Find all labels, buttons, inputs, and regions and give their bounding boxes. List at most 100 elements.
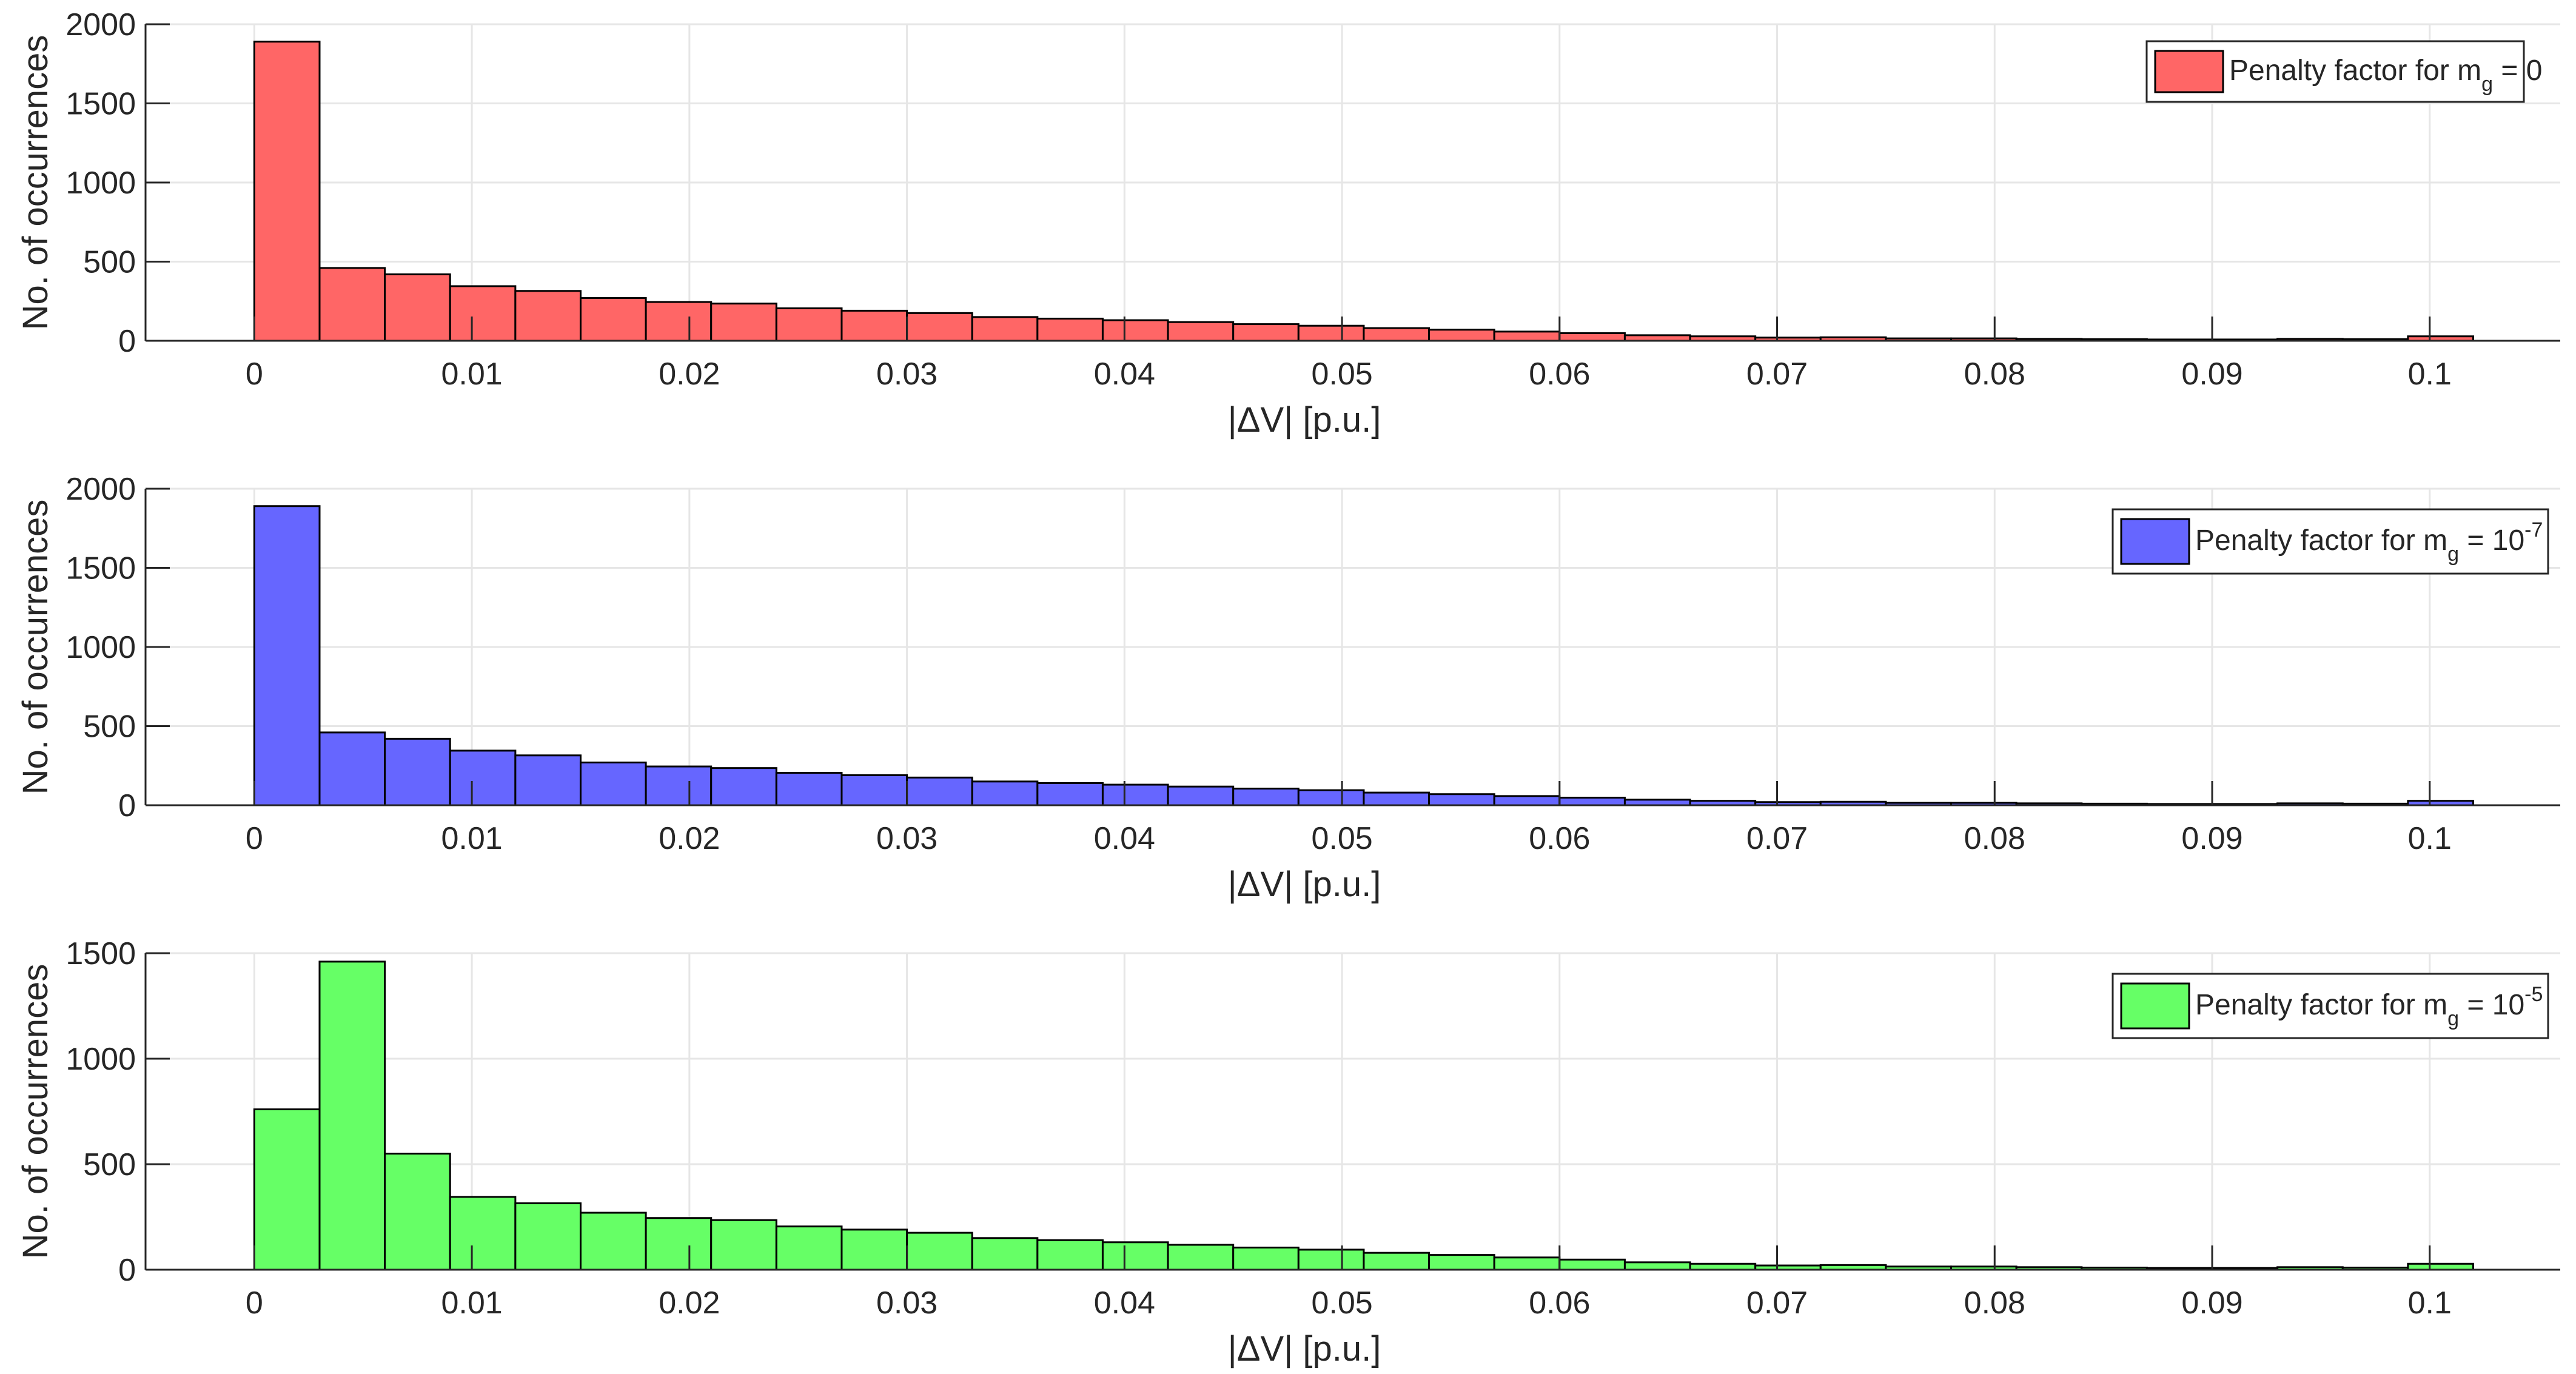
legend-tail: = 10 [2459, 989, 2524, 1021]
histogram-bar [840, 1228, 908, 1271]
histogram-bar [514, 290, 582, 342]
histogram-bar [710, 303, 777, 342]
histogram-bar [1232, 1246, 1300, 1271]
y-tick-label: 1500 [65, 936, 136, 971]
x-tick-label: 0.07 [1746, 821, 1808, 856]
legend-subscript: g [2447, 543, 2459, 566]
legend-text-main: Penalty factor for m [2195, 524, 2447, 557]
legend-label: Penalty factor for mg = 10-7 [2195, 518, 2543, 566]
x-tick-label: 0.05 [1311, 1285, 1372, 1321]
legend-text-main: Penalty factor for m [2229, 55, 2481, 87]
histogram-bar [1167, 1244, 1235, 1271]
legend-swatch [2120, 982, 2190, 1030]
histogram-bar [1232, 323, 1300, 342]
legend-superscript: -5 [2524, 983, 2543, 1006]
x-tick-label: 0.05 [1311, 357, 1372, 392]
bars [253, 960, 2475, 1271]
histogram-bar [318, 731, 386, 806]
y-tick-label: 1500 [65, 551, 136, 586]
x-tick-label: 0.03 [876, 357, 937, 392]
x-tick-label: 0.03 [876, 821, 937, 856]
x-axis-label: |ΔV| [p.u.] [1228, 865, 1381, 904]
y-axis-label: No. of occurrences [16, 964, 55, 1259]
histogram-bar [1558, 796, 1626, 806]
legend-text-main: Penalty factor for m [2195, 989, 2447, 1021]
x-axis-label: |ΔV| [p.u.] [1228, 400, 1381, 440]
x-tick-label: 0.05 [1311, 821, 1372, 856]
histogram-bar [1623, 1261, 1691, 1271]
histogram-bar [1493, 1256, 1561, 1271]
bars [253, 505, 2475, 806]
histogram-bar [1167, 785, 1235, 806]
y-tick-label: 1500 [65, 87, 136, 122]
histogram-bar [449, 749, 517, 806]
histogram-bar [775, 1225, 843, 1271]
x-tick-label: 0.07 [1746, 1285, 1808, 1321]
y-axis-label: No. of occurrences [16, 500, 55, 795]
histogram-bar [384, 273, 451, 342]
y-tick-label: 2000 [65, 7, 136, 42]
histogram-bar [514, 1202, 582, 1271]
x-tick-label: 0.09 [2181, 1285, 2242, 1321]
legend-swatch [2154, 50, 2224, 93]
histogram-bar [1036, 317, 1104, 342]
x-axis-label: |ΔV| [p.u.] [1228, 1329, 1381, 1369]
histogram-bar [1428, 1254, 1495, 1271]
histogram-bar [1036, 1239, 1104, 1271]
y-tick-label: 1000 [65, 1042, 136, 1077]
y-tick-label: 500 [83, 1147, 136, 1182]
legend-superscript: -7 [2524, 518, 2543, 541]
x-tick-label: 0.1 [2408, 1285, 2452, 1321]
x-tick-label: 0.02 [659, 821, 720, 856]
histogram-bar [579, 297, 647, 342]
histogram-bar [1101, 1241, 1169, 1271]
histogram-bar [253, 41, 321, 342]
histogram-bar [840, 774, 908, 806]
histogram-bar [384, 737, 451, 806]
histogram-bar [1428, 329, 1495, 342]
y-tick-label: 1000 [65, 630, 136, 665]
histogram-bar [1363, 791, 1431, 806]
histogram-bar [906, 312, 973, 342]
x-tick-label: 0.07 [1746, 357, 1808, 392]
legend: Penalty factor for mg = 10-5 [2111, 973, 2549, 1039]
legend-subscript: g [2481, 73, 2493, 96]
histogram-bar [1297, 789, 1365, 806]
y-tick-label: 0 [118, 1253, 136, 1288]
y-tick-label: 500 [83, 245, 136, 280]
legend: Penalty factor for mg = 0 [2145, 40, 2542, 103]
x-tick-label: 0.04 [1094, 821, 1155, 856]
y-tick-label: 1000 [65, 166, 136, 201]
histogram-bar [971, 1237, 1039, 1271]
histogram-bar [514, 754, 582, 806]
histogram-bar [1232, 788, 1300, 806]
y-tick-label: 0 [118, 324, 136, 359]
subplot-2: 0 0.01 0.02 0.03 0.04 0.05 0.06 0.07 0.08 0.09 0.1… [16, 472, 2560, 904]
histogram-bar [1036, 782, 1104, 806]
x-tick-label: 0.08 [1964, 821, 2025, 856]
x-tick-label: 0 [246, 821, 263, 856]
y-axis-label: No. of occurrences [16, 35, 55, 330]
x-tick-label: 0.04 [1094, 1285, 1155, 1321]
histogram-bar [775, 307, 843, 342]
histogram-bar [1493, 795, 1561, 806]
histogram-bar [645, 1217, 713, 1271]
histogram-bar [1558, 1258, 1626, 1271]
x-tick-label: 0.02 [659, 1285, 720, 1321]
histogram-bar [253, 1108, 321, 1271]
histogram-bar [318, 267, 386, 342]
histogram-bar [1101, 783, 1169, 806]
x-tick-label: 0.08 [1964, 357, 2025, 392]
y-tick-label: 2000 [65, 472, 136, 507]
histogram-bar [971, 780, 1039, 806]
legend-swatch [2120, 518, 2190, 565]
histogram-bar [449, 285, 517, 342]
subplot-3: 0 0.01 0.02 0.03 0.04 0.05 0.06 0.07 0.08 0.09 0.1… [16, 936, 2560, 1369]
histogram-bar [1297, 324, 1365, 342]
x-tick-label: 0.09 [2181, 357, 2242, 392]
histogram-bar [645, 765, 713, 806]
histogram-bar [840, 309, 908, 342]
x-tick-label: 0.01 [441, 821, 502, 856]
histogram-bar [1297, 1248, 1365, 1271]
